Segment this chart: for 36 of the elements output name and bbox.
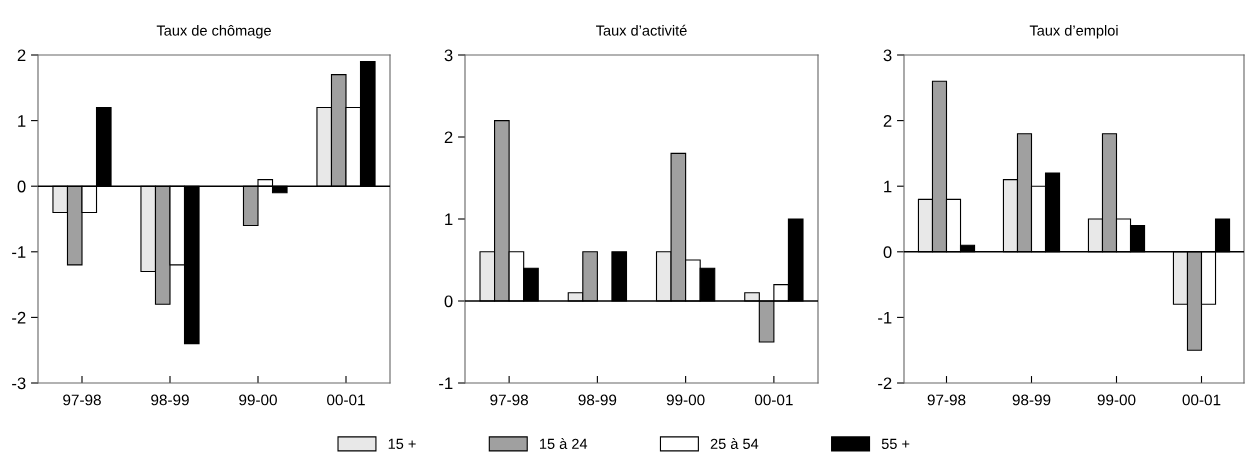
y-tick-label: -1 bbox=[878, 311, 892, 324]
y-tick-label: 0 bbox=[17, 180, 26, 193]
x-tick-label: 98-99 bbox=[578, 394, 617, 406]
chart-title: Taux d’emploi bbox=[1029, 24, 1118, 39]
legend-label: 55 + bbox=[881, 438, 910, 449]
y-tick-label: 1 bbox=[445, 213, 453, 226]
x-tick-label: 00-01 bbox=[327, 394, 365, 406]
y-tick-label: -3 bbox=[12, 377, 26, 390]
y-tick-label: 3 bbox=[444, 49, 453, 62]
y-tick-label: 2 bbox=[883, 115, 892, 127]
y-tick-label: -1 bbox=[12, 246, 26, 258]
legend-label: 25 à 54 bbox=[710, 438, 759, 449]
x-tick-label: 00-01 bbox=[1182, 394, 1221, 406]
legend-label: 15 à 24 bbox=[540, 438, 588, 449]
y-tick-label: 2 bbox=[17, 49, 26, 62]
y-tick-label: -2 bbox=[12, 311, 26, 324]
y-tick-label: -2 bbox=[878, 377, 892, 390]
x-tick-label: 00-01 bbox=[754, 394, 793, 406]
y-tick-label: 3 bbox=[883, 49, 892, 62]
y-tick-label: 1 bbox=[884, 180, 892, 193]
chart-title: Taux de chômage bbox=[156, 24, 271, 39]
x-tick-label: 97-98 bbox=[927, 394, 966, 406]
x-tick-label: 98-99 bbox=[151, 394, 189, 406]
x-tick-label: 98-99 bbox=[1012, 394, 1051, 406]
x-tick-label: 99-00 bbox=[239, 394, 277, 406]
y-tick-label: 1 bbox=[18, 115, 26, 127]
legend-label: 15 + bbox=[388, 438, 416, 449]
y-tick-label: 2 bbox=[444, 131, 453, 144]
y-tick-label: -1 bbox=[439, 377, 453, 390]
x-tick-label: 97-98 bbox=[63, 394, 101, 406]
x-tick-label: 99-00 bbox=[1097, 394, 1136, 406]
chart-title: Taux d’activité bbox=[596, 24, 687, 36]
y-tick-label: 0 bbox=[444, 295, 453, 308]
y-tick-label: 0 bbox=[883, 246, 892, 258]
x-tick-label: 97-98 bbox=[490, 394, 528, 406]
x-tick-label: 99-00 bbox=[666, 394, 705, 406]
